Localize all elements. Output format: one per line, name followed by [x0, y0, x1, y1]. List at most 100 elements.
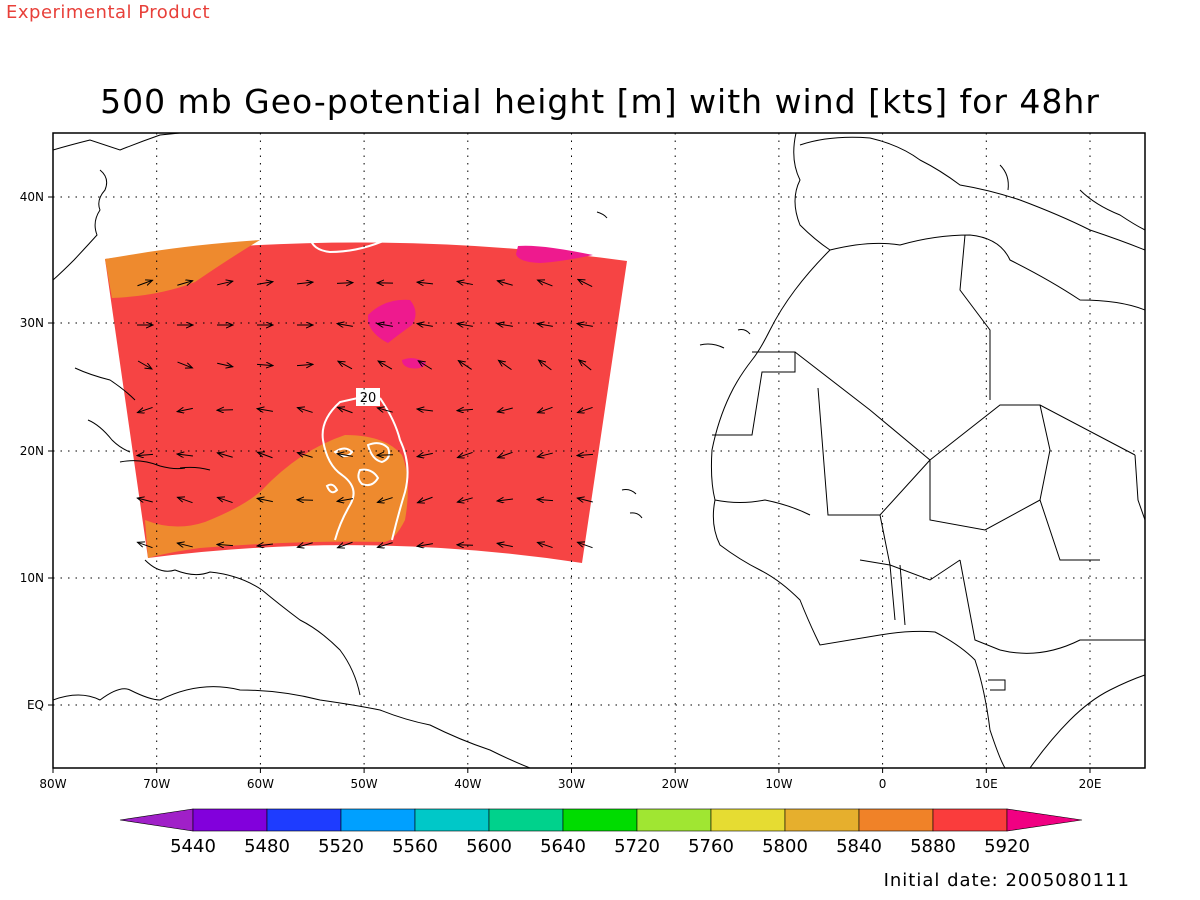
wind-arrow [296, 282, 313, 284]
wind-arrow [297, 543, 313, 547]
wind-arrow [497, 499, 514, 501]
wind-arrow [497, 543, 513, 546]
wind-arrow [577, 406, 593, 412]
wind-arrow [257, 452, 273, 459]
wind-arrow [177, 497, 193, 504]
wind-arrow [377, 324, 393, 327]
colorbar-label: 5600 [466, 836, 512, 857]
colorbar-label: 5920 [984, 836, 1030, 857]
wind-arrow [537, 499, 554, 500]
colorbar-swatch [858, 808, 934, 832]
wind-arrow [457, 451, 473, 457]
colorbar-swatch [784, 808, 860, 832]
colorbar-label: 5800 [762, 836, 808, 857]
colorbar-swatch [932, 808, 1008, 832]
colorbar-swatch [636, 808, 712, 832]
contour-label-box [356, 388, 380, 406]
wind-arrow [377, 408, 393, 413]
longitude-tick-label: 40W [454, 777, 481, 791]
latitude-tick-label: EQ [27, 698, 44, 712]
wind-arrow [578, 279, 593, 288]
longitude-tick-label: 60W [247, 777, 274, 791]
colorbar-label: 5880 [910, 836, 956, 857]
colorbar-label: 5760 [688, 836, 734, 857]
longitude-tick-label: 0 [879, 777, 887, 791]
wind-arrow [417, 409, 434, 411]
wind-arrow [177, 543, 193, 547]
height-field-5840-south [145, 435, 408, 558]
latitude-tick-label: 20N [20, 444, 44, 458]
wind-arrow [337, 324, 353, 327]
height-field-5920-north [516, 245, 593, 263]
wind-arrow [137, 454, 154, 455]
wind-arrow [497, 451, 513, 457]
latitude-axis: 40N 30N 20N 10N EQ [20, 190, 53, 712]
wind-arrow [177, 408, 193, 411]
wind-arrow [137, 542, 153, 549]
wind-arrow [537, 324, 553, 327]
wind-arrow [577, 498, 593, 502]
colorbar-swatch [266, 808, 342, 832]
wind-arrow [497, 324, 513, 327]
wind-arrow [217, 453, 233, 458]
colorbar-lower-extension [119, 808, 194, 832]
wind-arrow [417, 496, 433, 502]
colorbar-swatch [562, 808, 638, 832]
wind-arrow [537, 406, 553, 412]
wind-arrow [537, 542, 553, 549]
wind-arrow [257, 409, 273, 412]
wind-arrow [577, 454, 594, 455]
wind-arrow [579, 360, 592, 371]
wind-arrow [457, 498, 473, 502]
wind-arrow [137, 406, 153, 412]
wind-arrow [337, 407, 353, 414]
wind-vectors [137, 279, 594, 549]
chart-title: 500 mb Geo-potential height [m] with win… [100, 82, 1100, 121]
wind-arrow [577, 324, 593, 327]
wind-arrow [177, 454, 194, 456]
longitude-tick-label: 70W [143, 777, 170, 791]
wind-arrow [177, 281, 192, 286]
colorbar-label: 5520 [318, 836, 364, 857]
wind-arrow [417, 282, 434, 284]
colorbar-label: 5840 [836, 836, 882, 857]
wind-arrow [337, 499, 353, 502]
wind-arrow [457, 281, 473, 284]
wind-arrow [377, 498, 393, 503]
colorbar-upper-extension [1006, 808, 1083, 832]
wind-arrow [457, 409, 474, 410]
colorbar-swatch [192, 808, 268, 832]
wind-arrow [537, 453, 553, 457]
longitude-tick-label: 50W [351, 777, 378, 791]
contour-label: 20 [360, 391, 377, 406]
coastlines [53, 133, 1145, 768]
wind-arrow [137, 360, 152, 369]
wind-arrow [497, 281, 513, 286]
latitude-tick-label: 10N [20, 571, 44, 585]
wind-arrow [378, 361, 393, 370]
wind-arrow [257, 544, 274, 546]
longitude-tick-label: 20E [1079, 777, 1102, 791]
longitude-axis: 80W 70W 60W 50W 40W 30W 20W 10W 0 10E 20E [39, 768, 1101, 791]
wind-arrow [296, 364, 313, 365]
wind-arrow [538, 280, 553, 287]
colorbar-swatch [488, 808, 564, 832]
latitude-tick-label: 30N [20, 316, 44, 330]
longitude-tick-label: 30W [558, 777, 585, 791]
wind-arrow [137, 498, 153, 502]
wind-arrow [539, 360, 552, 371]
wind-arrow [217, 497, 233, 504]
wind-arrow [458, 361, 472, 370]
wind-arrow [577, 542, 593, 549]
longitude-tick-label: 10E [975, 777, 998, 791]
wind-arrow [497, 408, 513, 412]
longitude-tick-label: 10W [765, 777, 792, 791]
colorbar [119, 808, 1083, 832]
wind-arrow [137, 280, 152, 287]
wind-arrow [217, 363, 233, 367]
wind-arrow [337, 541, 353, 547]
wind-arrow [297, 408, 313, 413]
wind-arrow [377, 543, 393, 548]
colorbar-labels: 5440 5480 5520 5560 5600 5640 5720 5760 5800 5840… [170, 836, 1030, 857]
